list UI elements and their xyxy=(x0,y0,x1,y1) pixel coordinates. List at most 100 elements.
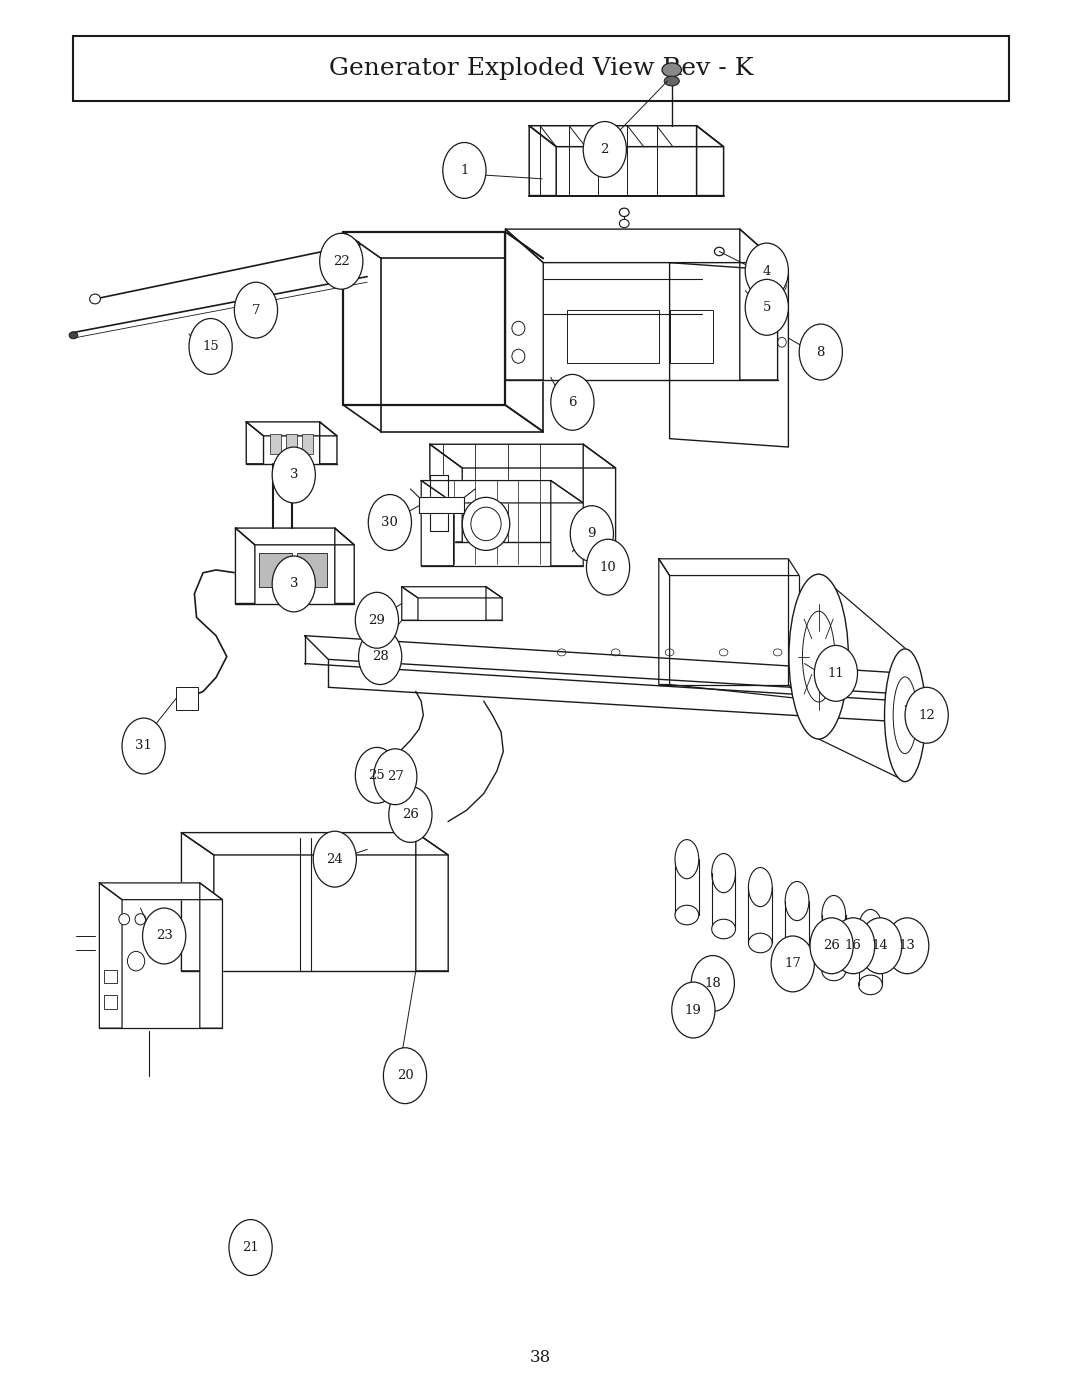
Ellipse shape xyxy=(802,610,835,701)
Bar xyxy=(297,553,327,587)
Text: 17: 17 xyxy=(784,957,801,971)
Circle shape xyxy=(691,956,734,1011)
Ellipse shape xyxy=(151,914,162,925)
Text: 29: 29 xyxy=(368,613,386,627)
Polygon shape xyxy=(421,481,454,566)
Text: 22: 22 xyxy=(333,254,350,268)
Circle shape xyxy=(859,918,902,974)
Bar xyxy=(176,687,198,710)
Ellipse shape xyxy=(90,293,100,303)
Polygon shape xyxy=(99,883,122,1028)
Circle shape xyxy=(122,718,165,774)
Ellipse shape xyxy=(785,882,809,921)
Text: 8: 8 xyxy=(816,345,825,359)
Text: 4: 4 xyxy=(762,264,771,278)
Bar xyxy=(270,434,281,454)
Polygon shape xyxy=(246,422,337,436)
Text: 23: 23 xyxy=(156,929,173,943)
Circle shape xyxy=(745,243,788,299)
Text: 21: 21 xyxy=(242,1241,259,1255)
Polygon shape xyxy=(305,636,931,696)
Ellipse shape xyxy=(859,909,882,949)
Circle shape xyxy=(771,936,814,992)
Circle shape xyxy=(272,556,315,612)
Ellipse shape xyxy=(135,914,146,925)
Polygon shape xyxy=(430,444,462,542)
Circle shape xyxy=(189,319,232,374)
Polygon shape xyxy=(486,587,502,620)
Ellipse shape xyxy=(69,331,78,339)
Text: 18: 18 xyxy=(704,977,721,990)
Circle shape xyxy=(234,282,278,338)
Polygon shape xyxy=(430,475,448,531)
Ellipse shape xyxy=(589,130,621,149)
Polygon shape xyxy=(551,481,583,566)
Bar xyxy=(286,434,297,454)
Ellipse shape xyxy=(462,497,510,550)
Circle shape xyxy=(272,447,315,503)
Polygon shape xyxy=(402,587,418,620)
Text: 1: 1 xyxy=(460,163,469,177)
Circle shape xyxy=(389,787,432,842)
Text: 7: 7 xyxy=(252,303,260,317)
Polygon shape xyxy=(99,883,222,900)
Polygon shape xyxy=(697,126,724,196)
Polygon shape xyxy=(529,126,556,196)
Bar xyxy=(567,310,659,363)
Polygon shape xyxy=(181,833,214,971)
Text: 12: 12 xyxy=(918,708,935,722)
Text: 20: 20 xyxy=(396,1069,414,1083)
Circle shape xyxy=(359,629,402,685)
Text: 2: 2 xyxy=(600,142,609,156)
Bar xyxy=(259,553,292,587)
Text: Generator Exploded View Rev - K: Generator Exploded View Rev - K xyxy=(328,57,754,80)
Polygon shape xyxy=(200,883,222,1028)
Text: 26: 26 xyxy=(823,939,840,953)
Ellipse shape xyxy=(788,574,849,739)
Polygon shape xyxy=(529,126,724,147)
Polygon shape xyxy=(740,229,778,380)
Polygon shape xyxy=(235,528,255,604)
Ellipse shape xyxy=(471,507,501,541)
Circle shape xyxy=(745,279,788,335)
Polygon shape xyxy=(430,444,616,468)
Ellipse shape xyxy=(785,947,809,967)
Text: 15: 15 xyxy=(202,339,219,353)
Text: 38: 38 xyxy=(529,1350,551,1366)
Polygon shape xyxy=(670,263,788,447)
Circle shape xyxy=(355,747,399,803)
Ellipse shape xyxy=(620,219,629,228)
Circle shape xyxy=(229,1220,272,1275)
Circle shape xyxy=(320,233,363,289)
Ellipse shape xyxy=(748,933,772,953)
Circle shape xyxy=(143,908,186,964)
Ellipse shape xyxy=(595,134,615,145)
Circle shape xyxy=(383,1048,427,1104)
Text: 3: 3 xyxy=(289,577,298,591)
Ellipse shape xyxy=(712,919,735,939)
Polygon shape xyxy=(335,528,354,604)
Text: 31: 31 xyxy=(135,739,152,753)
Polygon shape xyxy=(583,444,616,542)
Circle shape xyxy=(355,592,399,648)
Polygon shape xyxy=(659,559,799,576)
Polygon shape xyxy=(181,833,448,855)
Bar xyxy=(104,995,117,1009)
Polygon shape xyxy=(320,422,337,464)
Text: 26: 26 xyxy=(402,807,419,821)
Ellipse shape xyxy=(119,914,130,925)
Ellipse shape xyxy=(353,242,361,249)
Ellipse shape xyxy=(675,840,699,879)
Circle shape xyxy=(799,324,842,380)
Text: 28: 28 xyxy=(372,650,389,664)
Polygon shape xyxy=(659,559,670,685)
Circle shape xyxy=(832,918,875,974)
FancyBboxPatch shape xyxy=(73,36,1009,101)
Ellipse shape xyxy=(748,868,772,907)
Text: 25: 25 xyxy=(368,768,386,782)
Text: 10: 10 xyxy=(599,560,617,574)
Circle shape xyxy=(810,918,853,974)
Bar xyxy=(104,970,117,983)
Ellipse shape xyxy=(859,975,882,995)
Text: 11: 11 xyxy=(827,666,845,680)
